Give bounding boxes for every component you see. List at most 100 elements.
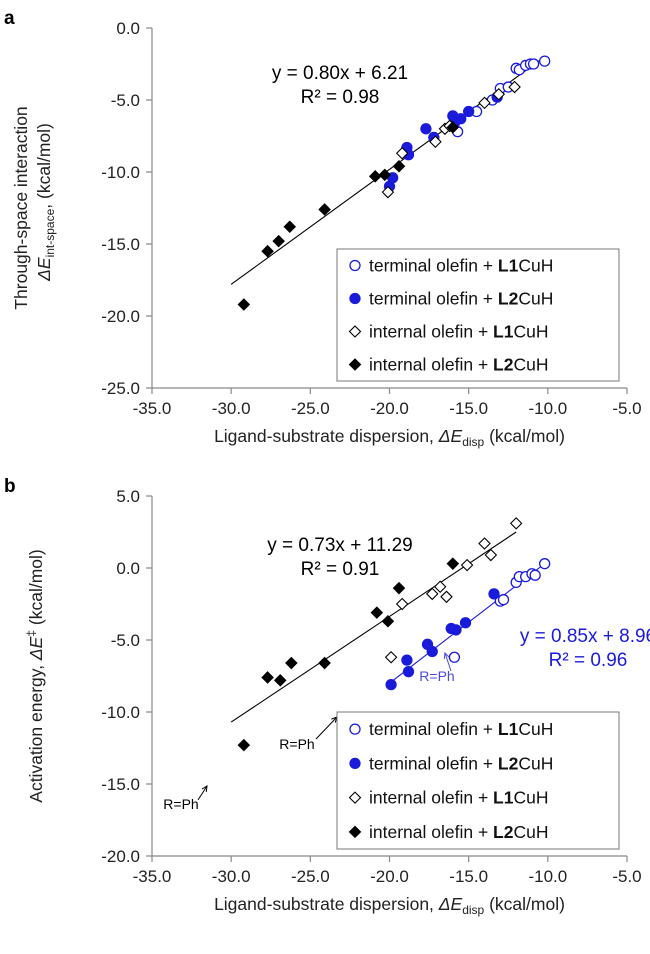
- x-axis-label: Ligand-substrate dispersion, ΔEdisp (kca…: [214, 894, 565, 917]
- legend-entry: terminal olefin + L2CuH: [369, 753, 553, 773]
- data-point: [273, 674, 287, 687]
- data-point: [283, 220, 297, 233]
- x-axis-label-text: Ligand-substrate dispersion,: [214, 894, 439, 914]
- data-point: [381, 615, 395, 628]
- legend-entry-text: terminal olefin +: [369, 753, 498, 773]
- data-point: [459, 617, 472, 629]
- x-tick-label: -15.0: [449, 399, 488, 418]
- y-tick-label: 0.0: [116, 19, 140, 38]
- y-tick-label: 0.0: [116, 559, 140, 578]
- legend-entry: internal olefin + L1CuH: [369, 322, 549, 342]
- annotation-label: R=Ph: [163, 796, 198, 812]
- data-point: [392, 581, 406, 595]
- legend-entry-text: internal olefin +: [369, 822, 493, 842]
- data-point: [285, 656, 298, 670]
- legend-entry-suffix: CuH: [513, 822, 548, 842]
- legend-entry-ligand: L1: [493, 788, 514, 808]
- y-tick-label: -10.0: [101, 163, 140, 182]
- chart-panel-b: b -20.0 -15.0 -10.0 -5.0 0.0 5.0 -35.0 -30.0 -25.…: [4, 476, 650, 917]
- fit-r-squared: R² = 0.96: [549, 650, 628, 671]
- legend-entry-text: terminal olefin +: [369, 289, 498, 309]
- legend-entry-text: terminal olefin +: [369, 256, 498, 276]
- legend-box: [336, 248, 620, 382]
- data-point: [488, 588, 500, 600]
- data-point: [272, 234, 285, 248]
- annotation-arrow: [444, 652, 452, 672]
- fit-equation: y = 0.85x + 8.96: [520, 626, 650, 647]
- series-diamond-filled: [237, 121, 460, 311]
- chart-panel-a: a -25.0 -20.0 -15.0 -10.0 -5.0 0.0 -35.0 -30.0 -2…: [4, 8, 642, 449]
- data-point: [395, 597, 409, 611]
- annotation-arrow: [315, 716, 338, 740]
- series-circle-filled: [385, 588, 500, 691]
- x-tick-label: -10.0: [528, 867, 567, 886]
- annotation-arrow: [197, 785, 208, 801]
- panel-label: a: [4, 8, 15, 29]
- legend-entry-suffix: CuH: [518, 719, 553, 739]
- y-tick-label: -25.0: [101, 379, 140, 398]
- y-axis-label-line2: ΔEint-space, (kcal/mol): [34, 123, 57, 282]
- y-axis-label-unit: , (kcal/mol): [34, 123, 54, 209]
- annotation-label: R=Ph: [279, 736, 314, 752]
- x-tick-label: -20.0: [370, 399, 409, 418]
- series-diamond-filled: [237, 557, 460, 752]
- legend-entry-text: internal olefin +: [369, 355, 493, 375]
- data-point: [318, 656, 331, 670]
- data-point: [378, 168, 392, 182]
- x-axis-label: Ligand-substrate dispersion, ΔEdisp (kca…: [214, 426, 565, 449]
- x-tick-label: -35.0: [133, 399, 172, 418]
- x-tick-label: -10.0: [528, 399, 567, 418]
- data-point: [508, 80, 521, 94]
- data-point: [395, 147, 409, 160]
- legend-entry: terminal olefin + L2CuH: [369, 289, 553, 309]
- y-axis-label: Activation energy, ΔE‡ (kcal/mol): [24, 549, 46, 802]
- legend-marker: [349, 757, 361, 770]
- data-point: [497, 594, 510, 606]
- legend-box: [336, 711, 620, 850]
- legend-marker: [348, 358, 362, 371]
- legend-entry-ligand: L1: [498, 256, 519, 276]
- legend-marker: [349, 259, 361, 272]
- data-point: [261, 244, 274, 258]
- x-tick-label: -5.0: [612, 399, 641, 418]
- x-axis-label-subscript: disp: [462, 435, 484, 449]
- data-point: [433, 580, 447, 593]
- data-point: [426, 645, 438, 658]
- legend-marker: [348, 791, 362, 804]
- data-point: [527, 58, 540, 70]
- data-point: [484, 548, 498, 562]
- data-point: [420, 123, 432, 135]
- data-point: [448, 651, 461, 663]
- y-tick-label: -5.0: [111, 631, 140, 650]
- y-axis-label-subscript: int-space: [43, 208, 57, 257]
- legend-entry-ligand: L1: [498, 719, 519, 739]
- y-tick-label: -10.0: [101, 703, 140, 722]
- x-axis-label-text: Ligand-substrate dispersion,: [214, 426, 439, 446]
- data-point: [478, 537, 491, 550]
- legend-entry: internal olefin + L2CuH: [369, 822, 549, 842]
- fit-r-squared: R² = 0.91: [301, 559, 380, 580]
- legend-entry-suffix: CuH: [513, 788, 548, 808]
- x-axis-label-subscript: disp: [462, 903, 484, 917]
- y-axis-label-text: Activation energy,: [26, 660, 46, 803]
- data-point: [425, 587, 439, 601]
- annotation-arrowhead: [201, 785, 208, 793]
- data-point: [402, 666, 415, 678]
- y-tick-label: -20.0: [101, 307, 140, 326]
- y-tick-label: -15.0: [101, 775, 140, 794]
- data-point: [478, 96, 491, 110]
- data-point: [237, 738, 251, 752]
- x-axis-label-symbol: ΔE: [438, 426, 463, 446]
- legend-entry-suffix: CuH: [518, 753, 553, 773]
- data-point: [381, 185, 395, 199]
- x-tick-label: -30.0: [212, 867, 251, 886]
- legend-entry-ligand: L2: [498, 753, 519, 773]
- series-circle-open: [448, 558, 551, 663]
- data-point: [401, 654, 413, 666]
- legend-entry: terminal olefin + L1CuH: [369, 719, 553, 739]
- x-tick-label: -20.0: [370, 867, 409, 886]
- series-diamond-open: [381, 80, 521, 199]
- data-point: [370, 606, 384, 619]
